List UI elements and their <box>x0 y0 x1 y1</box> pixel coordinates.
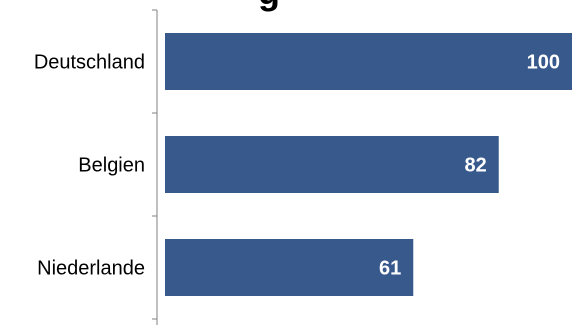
bars <box>165 33 572 296</box>
bar <box>165 136 499 193</box>
axis-ticks <box>152 9 157 320</box>
bar <box>165 33 572 90</box>
value-labels: 100 82 61 <box>379 52 560 280</box>
category-label: Niederlande <box>37 258 145 280</box>
chart-title-fragment: g <box>258 0 280 10</box>
value-label: 61 <box>379 258 401 280</box>
value-label: 100 <box>527 52 560 74</box>
bar <box>165 239 414 296</box>
category-label: Belgien <box>78 155 145 177</box>
value-label: 82 <box>464 155 486 177</box>
category-labels: Deutschland Belgien Niederlande <box>34 52 145 280</box>
category-label: Deutschland <box>34 52 145 74</box>
